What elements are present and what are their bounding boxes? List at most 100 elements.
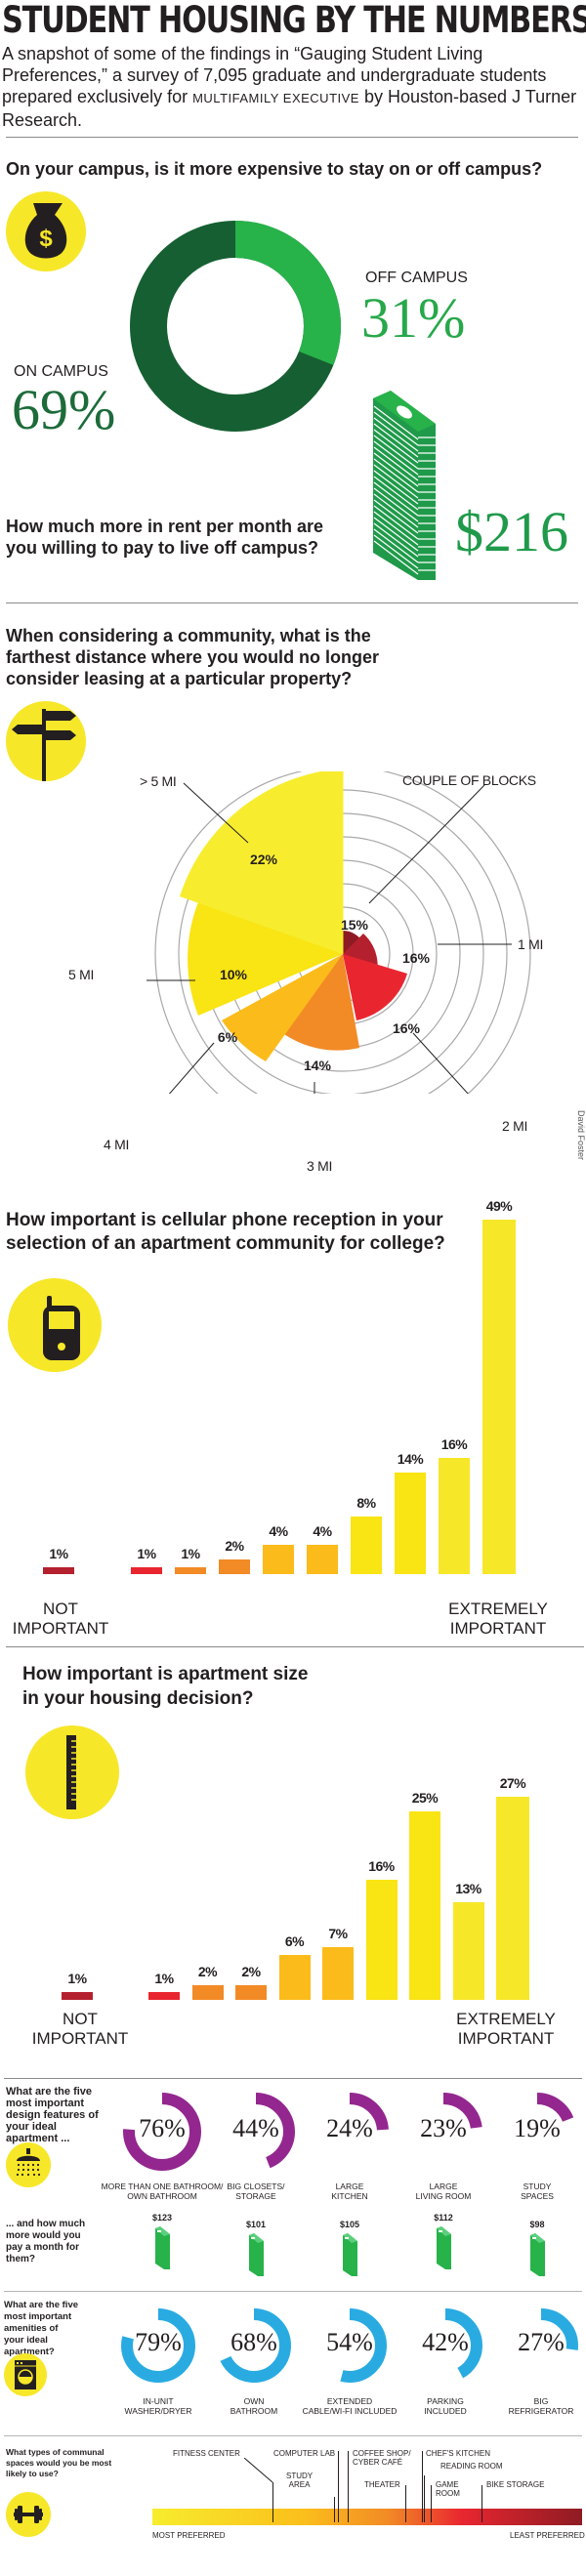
cell-reception-bar-chart: 1% 1% 1% 2% 4% 4% 8% 14% 16% 49% [39, 1198, 547, 1582]
cash-stack-icon [249, 2233, 264, 2276]
bar [409, 1811, 440, 2000]
bar [148, 1992, 180, 2000]
tick-bike [481, 2485, 482, 2522]
distance-polar-chart: 22% 15% 16% 16% 14% 6% 10% [146, 771, 531, 1094]
divider [4, 2078, 582, 2079]
extremely-important-label: EXTREMELY IMPORTANT [448, 1600, 548, 1638]
percent-ring [504, 2308, 578, 2383]
bar [175, 1566, 206, 1574]
intro-body: A snapshot of some of the findings in “G… [2, 44, 547, 106]
on-campus-value: 69% [12, 378, 116, 441]
divider [4, 2291, 582, 2292]
bar [365, 1879, 398, 2000]
divider [6, 1646, 584, 1647]
label-chefs-kitchen: CHEF'S KITCHEN [426, 2449, 490, 2458]
ring-caption: LARGE LIVING ROOM [415, 2181, 472, 2201]
ring-caption: EXTENDED CABLE/WI-FI INCLUDED [302, 2396, 398, 2416]
bar [351, 1516, 382, 1574]
extra-rent-value: $216 [455, 500, 568, 563]
percent-ring [404, 2093, 482, 2171]
label-reading-room: READING ROOM [440, 2462, 503, 2471]
price-value: $101 [245, 2220, 267, 2229]
pct-mi5: 10% [220, 967, 248, 982]
ring-item: 54% EXTENDED CABLE/WI-FI INCLUDED [303, 2305, 397, 2416]
bar [452, 1901, 484, 2000]
cell-phone-icon [8, 1278, 102, 1372]
bar [395, 1473, 426, 1574]
photo-credit: David Foster [576, 1110, 586, 1161]
page-title: STUDENT HOUSING BY THE NUMBERS [2, 0, 586, 41]
ring-percent: 23% [420, 2114, 467, 2142]
apartment-size-bar-chart: 1% 1% 2% 2% 6% 7% 16% 25% 13% 27% [57, 1775, 565, 2012]
price-value: $98 [529, 2220, 545, 2229]
bar-value-label: 49% [485, 1198, 513, 1214]
percent-ring [313, 2308, 387, 2383]
fitness-leader [243, 2457, 273, 2483]
ring-item: 23% LARGE LIVING ROOM [401, 2090, 485, 2201]
money-bag-icon: $ [6, 191, 86, 271]
question-apartment-size: How important is apartment size in your h… [22, 1664, 309, 1709]
tick-reading [424, 2475, 425, 2522]
label-bike-storage: BIKE STORAGE [486, 2480, 545, 2489]
ring-percent: 76% [139, 2114, 186, 2142]
label-5-mi: 5 MI [68, 967, 95, 982]
bar-value-label: 7% [328, 1926, 348, 1942]
label-couple-of-blocks: COUPLE OF BLOCKS [402, 772, 536, 788]
bar-value-label: 16% [368, 1857, 395, 1874]
question-campus-cost: On your campus, is it more expensive to … [6, 159, 543, 179]
price-value: $105 [339, 2220, 360, 2229]
amenities-rings: 79% IN-UNIT WASHER/DRYER 68% OWN BATHROOM … [98, 2305, 586, 2431]
price-item: $123 [143, 2213, 182, 2271]
ring-percent: 24% [326, 2114, 373, 2142]
ring-caption: MORE THAN ONE BATHROOM/OWN BATHROOM [101, 2181, 224, 2201]
ring-item: 27% BIG REFRIGERATOR [500, 2305, 582, 2416]
ring-caption: PARKING INCLUDED [424, 2396, 467, 2416]
percent-ring [408, 2308, 482, 2383]
ring-item: 79% IN-UNIT WASHER/DRYER [117, 2305, 199, 2416]
bar-value-label: 13% [455, 1880, 481, 1896]
on-campus-label: ON CAMPUS [14, 363, 108, 380]
ring-caption: BIG REFRIGERATOR [508, 2396, 574, 2416]
ring-percent: 19% [514, 2114, 561, 2142]
preference-gradient-bar [152, 2509, 582, 2525]
label-game-room: GAME ROOM [436, 2480, 460, 2498]
bar-value-label: 1% [67, 1971, 87, 1987]
ring-item: 68% OWN BATHROOM [213, 2305, 295, 2416]
tick-chef [422, 2451, 423, 2522]
bar [322, 1947, 354, 2000]
ring-caption: STUDY SPACES [521, 2181, 554, 2201]
not-important-label: NOT IMPORTANT [31, 2010, 129, 2048]
cash-stack-icon [530, 2233, 545, 2276]
ring-item: 42% PARKING INCLUDED [404, 2305, 486, 2416]
tick-coffee [348, 2451, 349, 2522]
tick-theater [405, 2485, 406, 2522]
bar-value-label: 6% [284, 1932, 305, 1949]
bar [278, 1954, 311, 2000]
tick-game [431, 2485, 432, 2522]
percent-ring [121, 2308, 195, 2383]
price-item: $105 [330, 2220, 369, 2278]
divider [4, 2435, 582, 2436]
bar [496, 1797, 529, 2000]
label-4-mi: 4 MI [104, 1137, 130, 1152]
ring-item: 76% MORE THAN ONE BATHROOM/OWN BATHROOM [102, 2090, 223, 2201]
bar-value-label: 1% [137, 1545, 156, 1561]
bar-value-label: 27% [499, 1775, 526, 1791]
ring-percent: 68% [230, 2328, 277, 2356]
cash-stack-icon [373, 391, 436, 580]
intro-tail: by Houston-based J Turner Research. [2, 87, 577, 130]
label-1-mi: 1 MI [518, 936, 544, 952]
bar-value-label: 2% [241, 1963, 261, 1979]
price-item: $112 [424, 2213, 463, 2271]
bar [43, 1566, 74, 1574]
price-value: $123 [151, 2213, 173, 2223]
bar-value-label: 25% [411, 1790, 439, 1807]
percent-ring [217, 2308, 291, 2383]
label-3-mi: 3 MI [307, 1158, 333, 1174]
label-study-area: STUDY AREA [286, 2472, 314, 2489]
divider [6, 602, 578, 603]
question-cell-reception: How important is cellular phone receptio… [6, 1210, 445, 1254]
signpost-icon [6, 701, 86, 781]
label-coffee-shop: COFFEE SHOP/CYBER CAFÉ [353, 2449, 411, 2467]
svg-text:$: $ [39, 226, 53, 252]
